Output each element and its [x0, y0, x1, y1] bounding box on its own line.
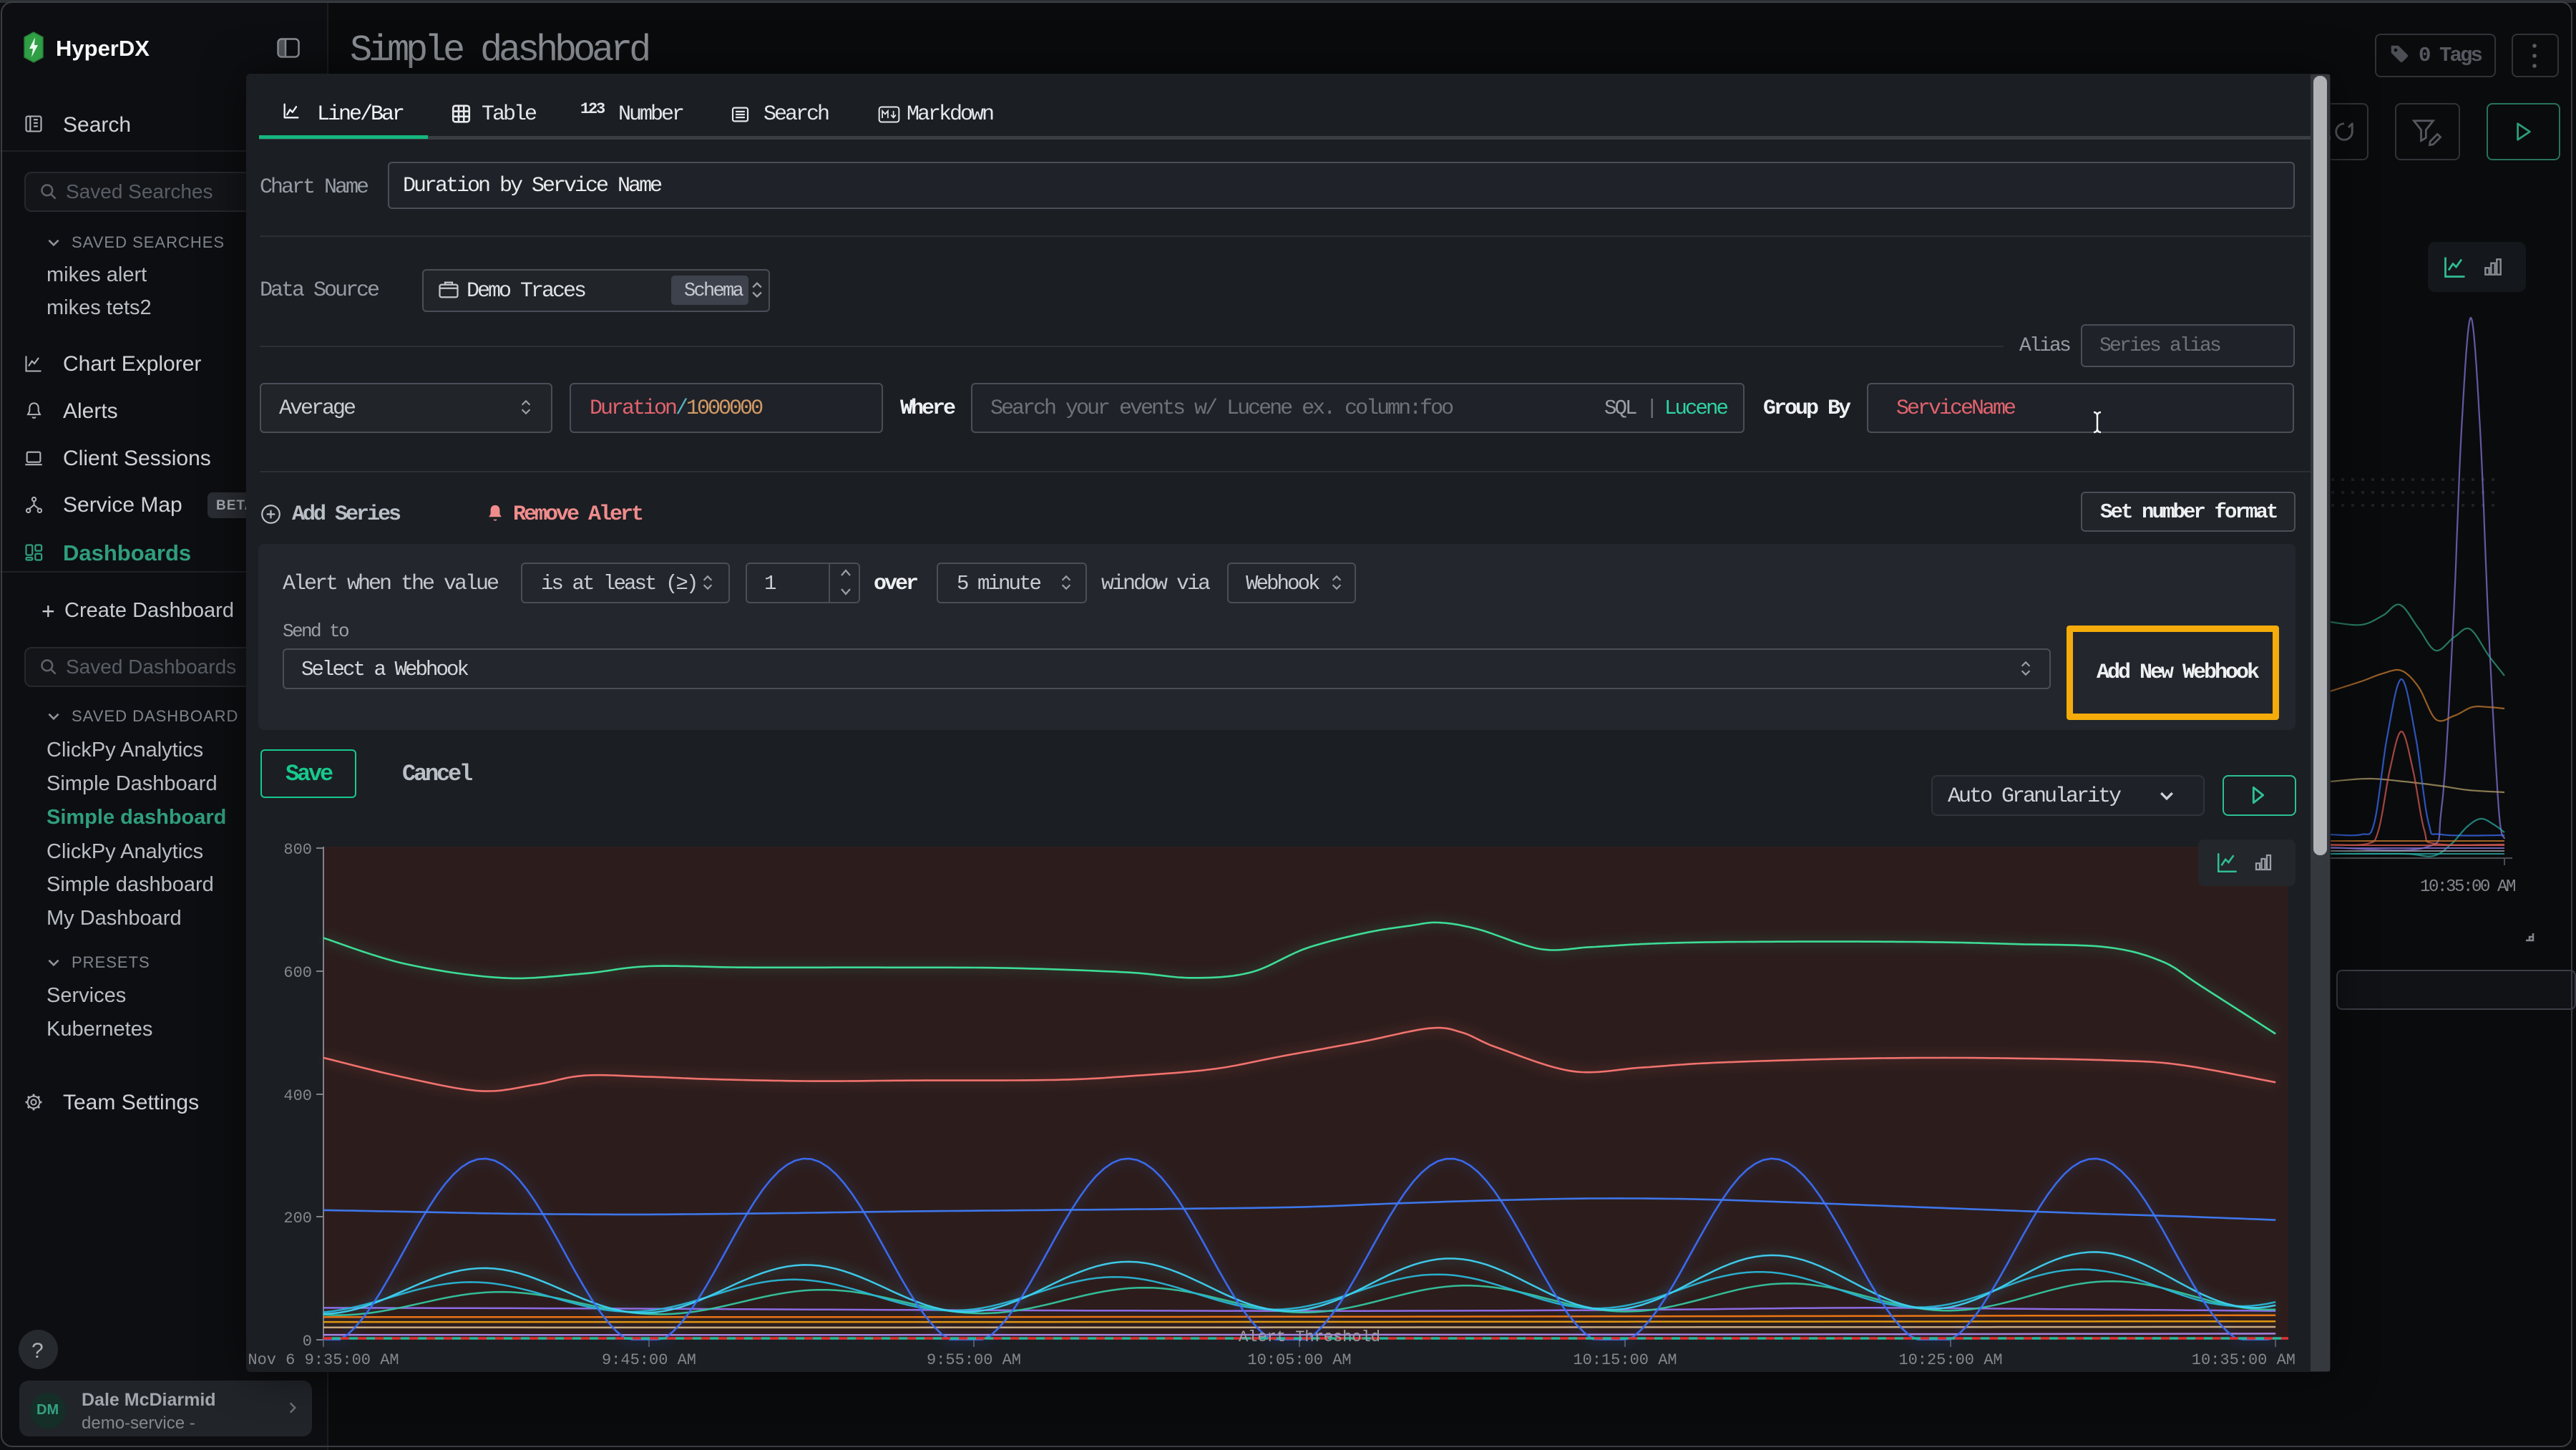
- svg-text:10:35:00 AM: 10:35:00 AM: [2192, 1351, 2296, 1369]
- svg-text:600: 600: [283, 964, 312, 982]
- svg-text:9:55:00 AM: 9:55:00 AM: [927, 1351, 1021, 1369]
- svg-text:200: 200: [283, 1210, 312, 1227]
- svg-text:10:05:00 AM: 10:05:00 AM: [1247, 1351, 1351, 1369]
- svg-text:Nov 6 9:35:00 AM: Nov 6 9:35:00 AM: [248, 1351, 399, 1369]
- svg-text:800: 800: [283, 841, 312, 859]
- svg-text:400: 400: [283, 1087, 312, 1105]
- svg-text:Alert Threshold: Alert Threshold: [1239, 1328, 1380, 1346]
- svg-text:0: 0: [303, 1333, 312, 1351]
- svg-text:10:25:00 AM: 10:25:00 AM: [1898, 1351, 2002, 1369]
- svg-text:9:45:00 AM: 9:45:00 AM: [602, 1351, 696, 1369]
- svg-text:10:15:00 AM: 10:15:00 AM: [1573, 1351, 1677, 1369]
